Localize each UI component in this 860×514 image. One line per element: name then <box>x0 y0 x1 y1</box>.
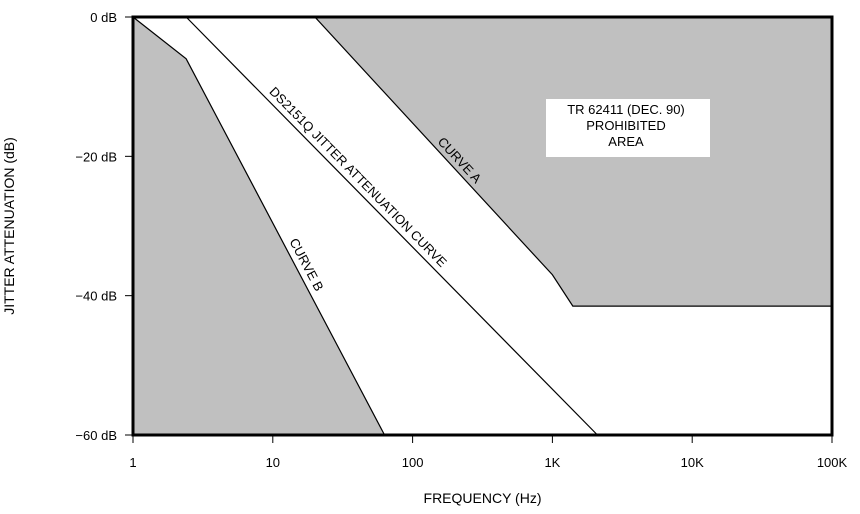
plot-frame <box>131 15 834 437</box>
y-axis-title: JITTER ATTENUATION (dB) <box>1 137 17 315</box>
prohibited-area-label-line: AREA <box>608 134 644 149</box>
x-axis-title: FREQUENCY (Hz) <box>424 490 542 506</box>
x-tick-label: 10K <box>681 455 704 470</box>
prohibited-area-label-line: PROHIBITED <box>586 118 665 133</box>
line-ds2151q-jitter-attenuation-curve <box>185 16 598 436</box>
line-curve-b <box>132 16 386 436</box>
ticks: 1 10 100 1K 10K 100K 0 dB −20 dB −40 dB −60 dB <box>75 10 847 470</box>
axes <box>131 15 834 437</box>
y-tick-label: −60 dB <box>75 428 117 443</box>
x-tick-label: 100K <box>817 455 848 470</box>
prohibited-area-label-line: TR 62411 (DEC. 90) <box>567 102 685 117</box>
y-tick-label: −20 dB <box>75 149 117 164</box>
x-tick-label: 10 <box>266 455 280 470</box>
prohibited-area-label-box <box>546 99 710 157</box>
y-tick-label: −40 dB <box>75 289 117 304</box>
y-tick-label: 0 dB <box>90 10 117 25</box>
x-tick-label: 1K <box>544 455 560 470</box>
x-tick-label: 100 <box>402 455 424 470</box>
prohibited-regions <box>133 17 832 435</box>
region-curve-a <box>133 17 832 307</box>
x-tick-label: 1 <box>129 455 136 470</box>
region-curve-b <box>133 17 385 435</box>
